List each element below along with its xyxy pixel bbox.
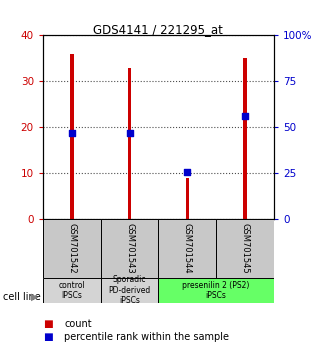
Bar xyxy=(128,68,131,219)
Text: presenilin 2 (PS2)
iPSCs: presenilin 2 (PS2) iPSCs xyxy=(182,281,250,300)
Text: Sporadic
PD-derived
iPSCs: Sporadic PD-derived iPSCs xyxy=(108,275,151,305)
Point xyxy=(184,169,190,175)
FancyBboxPatch shape xyxy=(43,278,101,303)
Bar xyxy=(185,178,189,219)
Bar xyxy=(70,54,74,219)
FancyBboxPatch shape xyxy=(158,278,274,303)
FancyBboxPatch shape xyxy=(158,219,216,278)
Text: GSM701544: GSM701544 xyxy=(183,223,192,274)
Text: GSM701542: GSM701542 xyxy=(67,223,76,274)
Text: GSM701543: GSM701543 xyxy=(125,223,134,274)
Bar xyxy=(243,58,247,219)
FancyBboxPatch shape xyxy=(101,219,158,278)
Point xyxy=(127,130,132,136)
Text: count: count xyxy=(64,319,92,329)
FancyBboxPatch shape xyxy=(216,219,274,278)
FancyBboxPatch shape xyxy=(43,219,101,278)
Text: ■: ■ xyxy=(43,319,53,329)
Text: control
IPSCs: control IPSCs xyxy=(58,281,85,300)
Text: percentile rank within the sample: percentile rank within the sample xyxy=(64,332,229,342)
Point xyxy=(242,114,248,119)
Text: GDS4141 / 221295_at: GDS4141 / 221295_at xyxy=(93,23,223,36)
Text: ▶: ▶ xyxy=(31,292,39,302)
Text: ■: ■ xyxy=(43,332,53,342)
Text: GSM701545: GSM701545 xyxy=(241,223,249,274)
Point xyxy=(69,130,74,136)
Text: cell line: cell line xyxy=(3,292,41,302)
FancyBboxPatch shape xyxy=(101,278,158,303)
